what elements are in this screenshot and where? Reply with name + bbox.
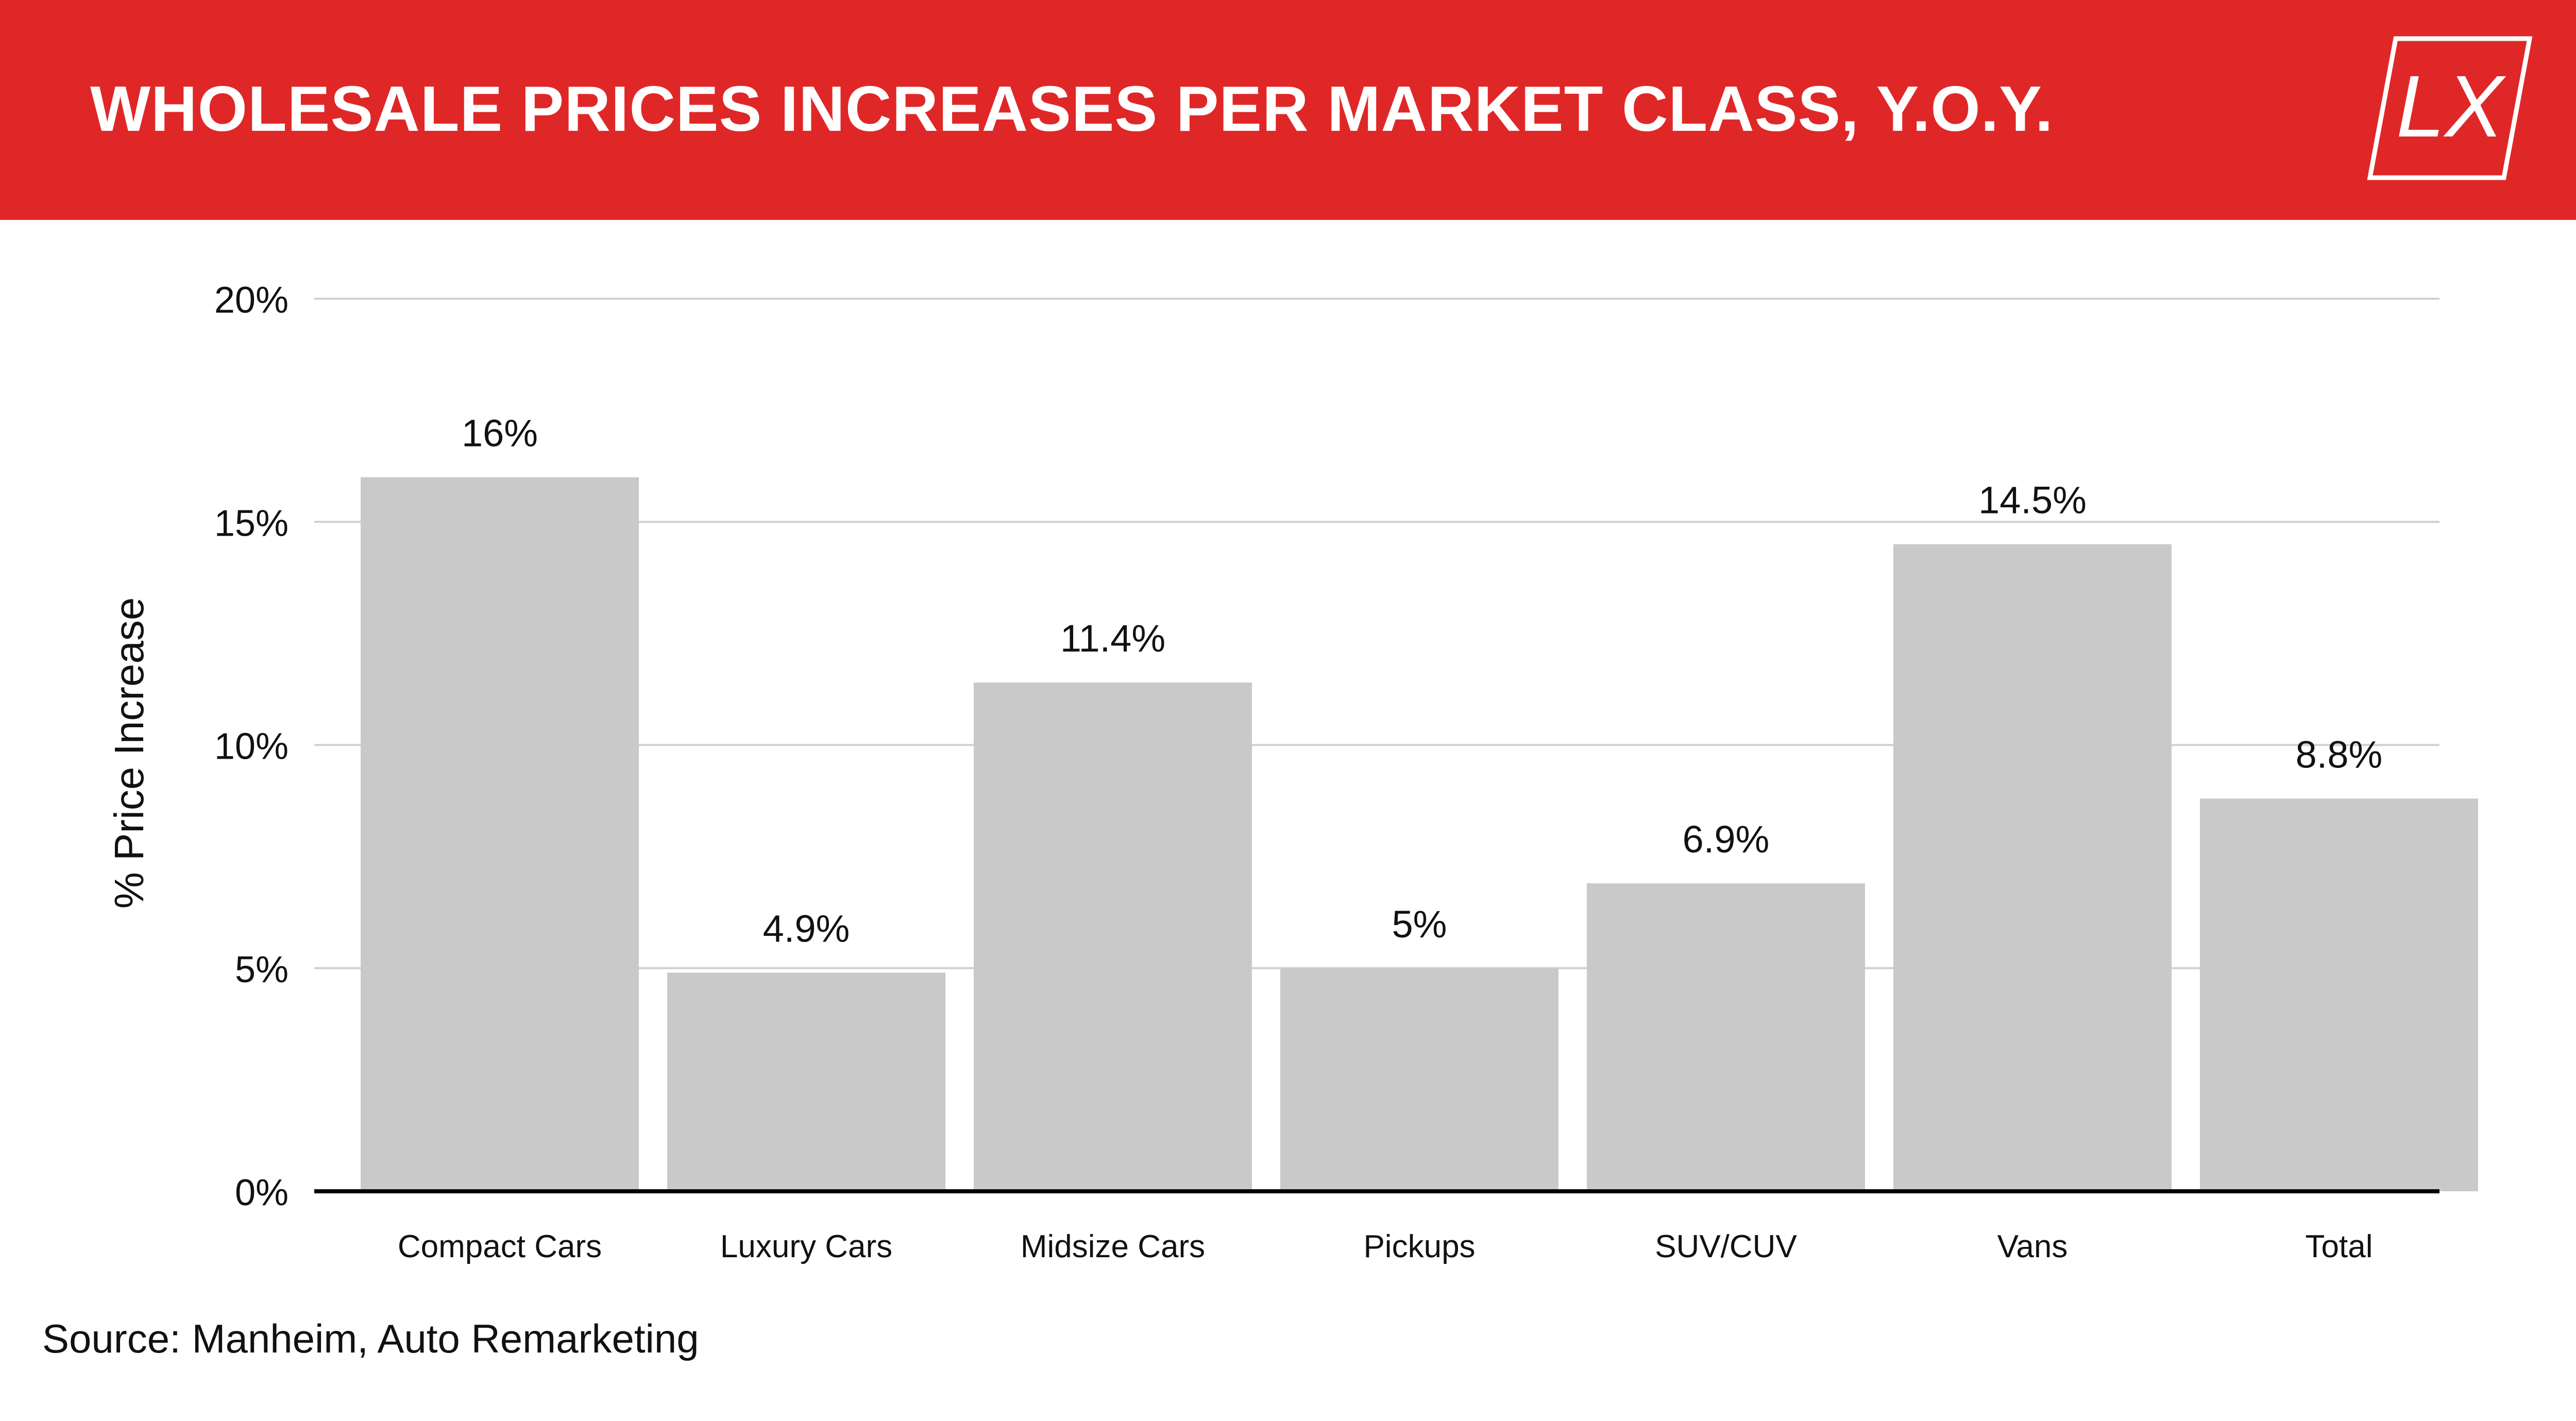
- lx-logo: LX: [2367, 36, 2533, 180]
- y-tick-label: 10%: [214, 726, 289, 767]
- y-tick-label: 20%: [214, 280, 289, 321]
- x-tick-labels: Compact Cars Luxury Cars Midsize Cars Picku…: [398, 1229, 2373, 1264]
- bar: [2200, 798, 2478, 1191]
- y-axis-label: % Price Increase: [106, 597, 152, 909]
- x-tick-label: Compact Cars: [398, 1229, 602, 1264]
- data-label: 4.9%: [763, 907, 850, 950]
- data-label: 14.5%: [1978, 479, 2087, 522]
- bar: [1587, 883, 1865, 1191]
- bar: [667, 972, 945, 1191]
- data-labels: 16% 4.9% 11.4% 5% 6.9% 14.5% 8.8%: [462, 412, 2382, 950]
- data-label: 6.9%: [1683, 818, 1770, 861]
- x-tick-label: Vans: [1997, 1229, 2068, 1264]
- bar: [974, 682, 1252, 1191]
- source-note: Source: Manheim, Auto Remarketing: [42, 1316, 699, 1361]
- data-label: 5%: [1392, 903, 1447, 946]
- bar-chart: 0% 5% 10% 15% 20% 16% 4.9% 11.4% 5% 6.9% 14.5% 8.8…: [106, 280, 2478, 1264]
- header-banner: WHOLESALE PRICES INCREASES PER MARKET CL…: [0, 0, 2576, 220]
- bar: [1280, 968, 1558, 1191]
- y-tick-labels: 0% 5% 10% 15% 20%: [214, 280, 289, 1213]
- chart-title: WHOLESALE PRICES INCREASES PER MARKET CL…: [90, 74, 2054, 145]
- data-label: 8.8%: [2296, 733, 2383, 776]
- x-tick-label: Total: [2306, 1229, 2373, 1264]
- y-tick-label: 15%: [214, 503, 289, 544]
- x-tick-label: Midsize Cars: [1021, 1229, 1205, 1264]
- x-tick-label: Luxury Cars: [720, 1229, 892, 1264]
- y-tick-label: 0%: [235, 1172, 289, 1213]
- bar: [361, 477, 639, 1191]
- x-tick-label: Pickups: [1363, 1229, 1475, 1264]
- bar: [1893, 544, 2172, 1191]
- data-label: 11.4%: [1060, 617, 1165, 660]
- x-tick-label: SUV/CUV: [1655, 1229, 1797, 1264]
- y-tick-label: 5%: [235, 949, 289, 990]
- logo-text: LX: [2396, 58, 2506, 156]
- data-label: 16%: [462, 412, 538, 455]
- bars: [361, 477, 2478, 1191]
